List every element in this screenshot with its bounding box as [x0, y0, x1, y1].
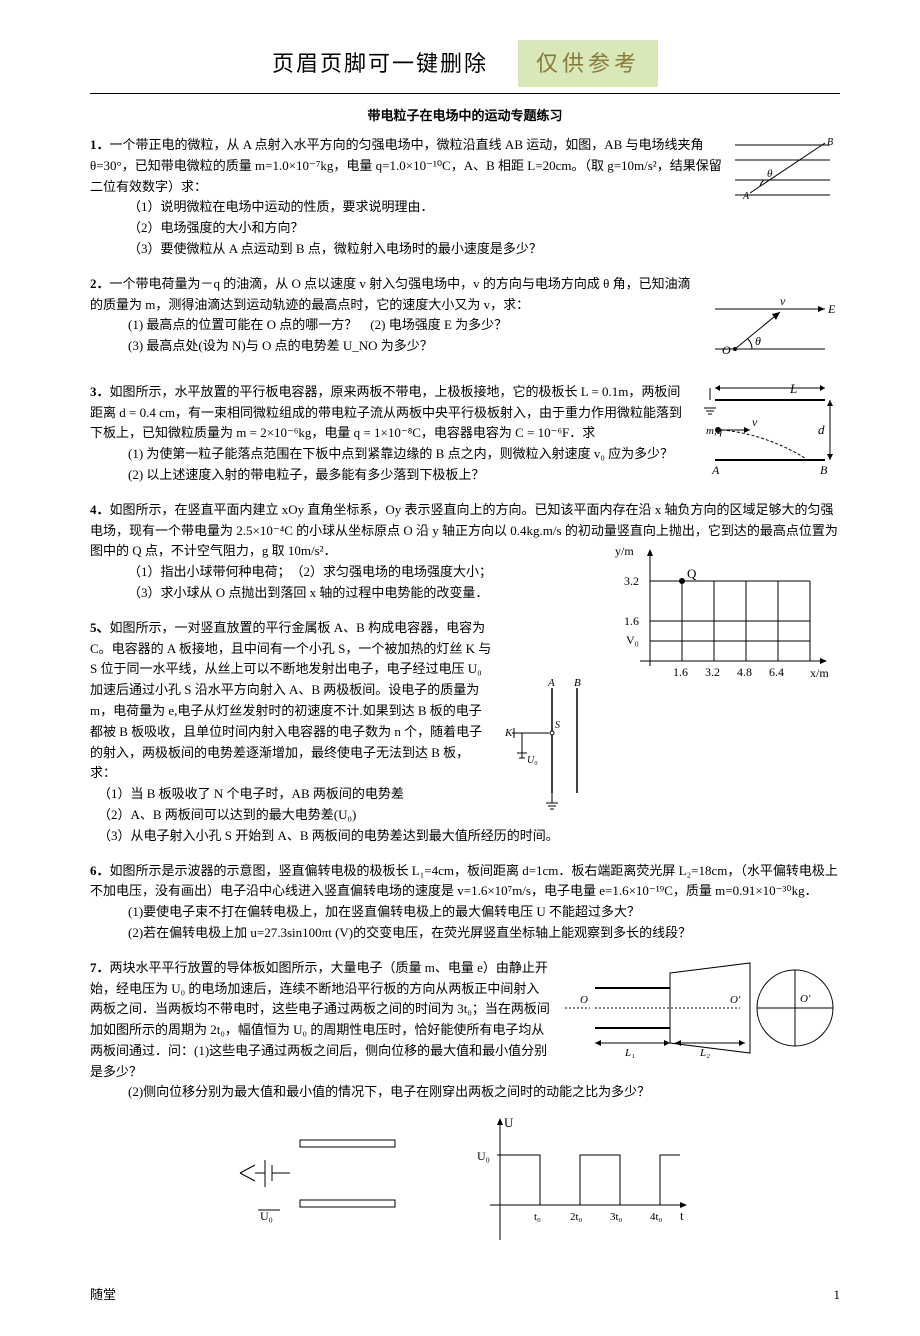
svg-text:m,q: m,q	[706, 425, 723, 437]
svg-text:S: S	[555, 720, 560, 731]
figure-7: O L₁ L₂ O' O'	[560, 958, 840, 1068]
problem-text: 如图所示，水平放置的平行板电容器，原来两板不带电，上极板接地，它的极板长 L =…	[90, 384, 682, 441]
figure-1: A B θ	[730, 135, 840, 205]
page-header: 页眉页脚可一键删除 仅供参考	[90, 40, 840, 94]
problem-text: 如图所示是示波器的示意图，竖直偏转电极的极板长 L₁=4cm，板间距离 d=1c…	[90, 863, 838, 899]
svg-text:U: U	[504, 1115, 514, 1130]
sub-q2: (2)侧向位移分别为最大值和最小值的情况下，电子在刚穿出两板之间时的动能之比为多…	[90, 1082, 840, 1103]
page-footer: 随堂 1	[90, 1285, 840, 1306]
svg-text:v: v	[780, 294, 786, 308]
sub-q1: （1）当 B 板吸收了 N 个电子时，AB 两板间的电势差	[90, 784, 840, 805]
problem-text: 一个带电荷量为－q 的油滴，从 O 点以速度 v 射入匀强电场中，v 的方向与电…	[90, 276, 691, 312]
problem-text: 一个带正电的微粒，从 A 点射入水平方向的匀强电场中，微粒沿直线 AB 运动，如…	[90, 137, 722, 194]
problem-1: A B θ 1．一个带正电的微粒，从 A 点射入水平方向的匀强电场中，微粒沿直线…	[90, 135, 840, 260]
svg-text:2t₀: 2t₀	[570, 1211, 583, 1223]
footer-left: 随堂	[90, 1285, 116, 1306]
problem-7: O L₁ L₂ O' O' 7．两块水平平行放置的导体板如图所示，大量电子（质量…	[90, 958, 840, 1256]
sub-q2: （2）电场强度的大小和方向？	[90, 218, 840, 239]
problem-3: L d m,q v A B 3．如图所示，水平放置的平行板电容器，原来两板不带电…	[90, 382, 840, 486]
svg-text:O: O	[580, 994, 588, 1006]
problem-text: 两块水平平行放置的导体板如图所示，大量电子（质量 m、电量 e）由静止开始，经电…	[90, 960, 550, 1079]
figure-5: A B S K U₀	[502, 678, 602, 818]
figure-2: E v O θ	[710, 294, 840, 364]
svg-text:v: v	[752, 415, 758, 429]
sub-q2: (2)若在偏转电极上加 u=27.3sin100πt (V)的交变电压，在荧光屏…	[90, 923, 840, 944]
svg-text:B: B	[820, 463, 828, 477]
document-title: 带电粒子在电场中的运动专题练习	[90, 106, 840, 127]
svg-text:A: A	[742, 191, 750, 202]
sub-q2: （2）A、B 两板间可以达到的最大电势差(U₀)	[90, 805, 840, 826]
svg-text:θ: θ	[755, 334, 761, 348]
svg-text:Q: Q	[687, 566, 697, 581]
problem-number: 5、	[90, 620, 110, 635]
problem-number: 1．	[90, 137, 110, 152]
svg-text:U₀: U₀	[477, 1149, 490, 1163]
sub-q1: (1)要使电子束不打在偏转电极上，加在竖直偏转电极上的最大偏转电压 U 不能超过…	[90, 902, 840, 923]
sub-q3: （3）从电子射入小孔 S 开始到 A、B 两板间的电势差达到最大值所经历的时间。	[90, 826, 840, 847]
svg-text:A: A	[547, 678, 555, 689]
svg-text:U₀: U₀	[260, 1209, 273, 1223]
problem-number: 6．	[90, 863, 110, 878]
problem-5: A B S K U₀ 5、如图所示，一对竖直放置的平行金属板 A、B 构成电容器…	[90, 618, 840, 847]
svg-text:A: A	[711, 463, 720, 477]
svg-text:t: t	[680, 1208, 684, 1223]
reference-badge: 仅供参考	[518, 40, 658, 87]
svg-text:E: E	[827, 302, 836, 316]
problem-text: 如图所示，一对竖直放置的平行金属板 A、B 构成电容器，电容为 C。电容器的 A…	[90, 620, 491, 781]
svg-text:K: K	[504, 727, 513, 739]
svg-text:O': O'	[800, 993, 811, 1005]
problem-2: E v O θ 2．一个带电荷量为－q 的油滴，从 O 点以速度 v 射入匀强电…	[90, 274, 840, 368]
svg-text:L₁: L₁	[624, 1047, 635, 1059]
svg-text:B: B	[574, 678, 581, 689]
svg-text:O': O'	[730, 994, 741, 1006]
sub-q3: （3）要使微粒从 A 点运动到 B 点，微粒射入电场时的最小速度是多少？	[90, 239, 840, 260]
problem-number: 4．	[90, 502, 110, 517]
svg-text:O: O	[722, 343, 731, 357]
svg-text:L: L	[789, 382, 797, 396]
problem-number: 7．	[90, 960, 110, 975]
svg-text:4t₀: 4t₀	[650, 1211, 663, 1223]
figure-7c-wave: U t U₀ t₀ 2t₀ 3t₀ 4t₀	[470, 1115, 700, 1255]
svg-text:L₂: L₂	[699, 1047, 710, 1059]
problem-number: 3．	[90, 384, 110, 399]
problem-6: 6．如图所示是示波器的示意图，竖直偏转电极的极板长 L₁=4cm，板间距离 d=…	[90, 861, 840, 944]
figure-7b-plates: U₀	[230, 1115, 410, 1235]
figure-3: L d m,q v A B	[690, 382, 840, 482]
sub-q1: （1）说明微粒在电场中运动的性质，要求说明理由．	[90, 197, 840, 218]
problem-number: 2．	[90, 276, 110, 291]
footer-page-number: 1	[834, 1285, 841, 1306]
svg-text:3.2: 3.2	[624, 574, 639, 588]
svg-text:U₀: U₀	[527, 755, 538, 766]
svg-text:B: B	[827, 137, 833, 148]
svg-text:θ: θ	[767, 168, 773, 180]
svg-text:y/m: y/m	[615, 544, 634, 558]
svg-text:3t₀: 3t₀	[610, 1211, 623, 1223]
svg-text:d: d	[818, 422, 825, 437]
problem-4: 4．如图所示，在竖直平面内建立 xOy 直角坐标系，Oy 表示竖直向上的方向。已…	[90, 500, 840, 604]
svg-text:t₀: t₀	[534, 1211, 541, 1223]
header-title: 页眉页脚可一键删除	[272, 46, 488, 81]
